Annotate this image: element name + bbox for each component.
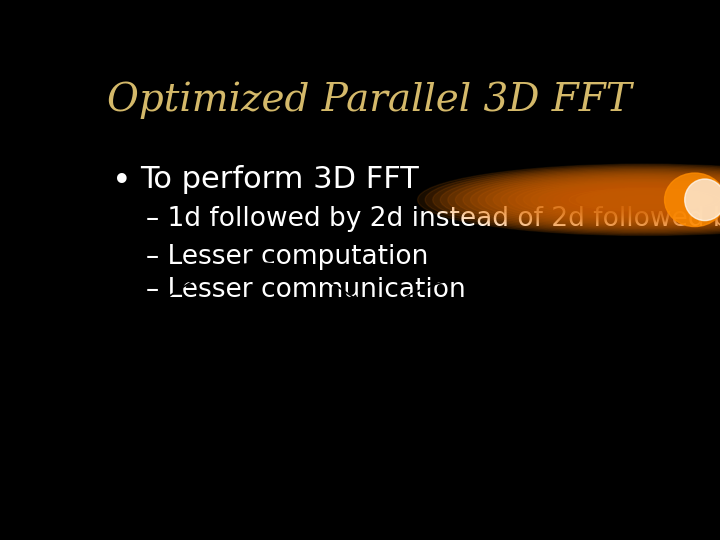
Ellipse shape (584, 190, 705, 210)
Text: To perform 3D FFT: To perform 3D FFT (140, 165, 419, 194)
Ellipse shape (493, 176, 720, 224)
Ellipse shape (637, 199, 652, 201)
Ellipse shape (455, 170, 720, 230)
Text: – Lesser communication: – Lesser communication (145, 277, 466, 303)
Ellipse shape (606, 194, 682, 206)
Text: •: • (112, 165, 132, 198)
Text: (c) after another 1D FFT: (c) after another 1D FFT (498, 510, 631, 520)
Text: (b) after 1D FFT: (b) after 1D FFT (318, 510, 405, 520)
Ellipse shape (592, 192, 697, 208)
Ellipse shape (562, 187, 720, 213)
Ellipse shape (523, 181, 720, 219)
Ellipse shape (440, 168, 720, 232)
Ellipse shape (448, 169, 720, 231)
Ellipse shape (599, 193, 690, 207)
Ellipse shape (614, 195, 675, 205)
Text: – 1d followed by 2d instead of 2d followed by 1d: – 1d followed by 2d instead of 2d follow… (145, 206, 720, 232)
Ellipse shape (418, 164, 720, 235)
Ellipse shape (539, 183, 720, 217)
Ellipse shape (665, 173, 720, 226)
Ellipse shape (501, 177, 720, 222)
Ellipse shape (554, 186, 720, 214)
Ellipse shape (569, 188, 720, 212)
Ellipse shape (508, 178, 720, 221)
Ellipse shape (471, 172, 720, 227)
Ellipse shape (685, 179, 720, 220)
Ellipse shape (485, 175, 720, 225)
Ellipse shape (546, 184, 720, 215)
Ellipse shape (478, 174, 720, 226)
Ellipse shape (433, 166, 720, 233)
Ellipse shape (463, 171, 720, 228)
Ellipse shape (629, 198, 660, 202)
Ellipse shape (622, 196, 667, 204)
Text: Optimized Parallel 3D FFT: Optimized Parallel 3D FFT (107, 82, 631, 119)
Ellipse shape (516, 180, 720, 220)
Text: – Lesser computation: – Lesser computation (145, 244, 428, 269)
Text: (a) initial: (a) initial (115, 510, 165, 520)
Ellipse shape (531, 182, 720, 218)
Ellipse shape (425, 165, 720, 234)
Ellipse shape (577, 189, 712, 211)
